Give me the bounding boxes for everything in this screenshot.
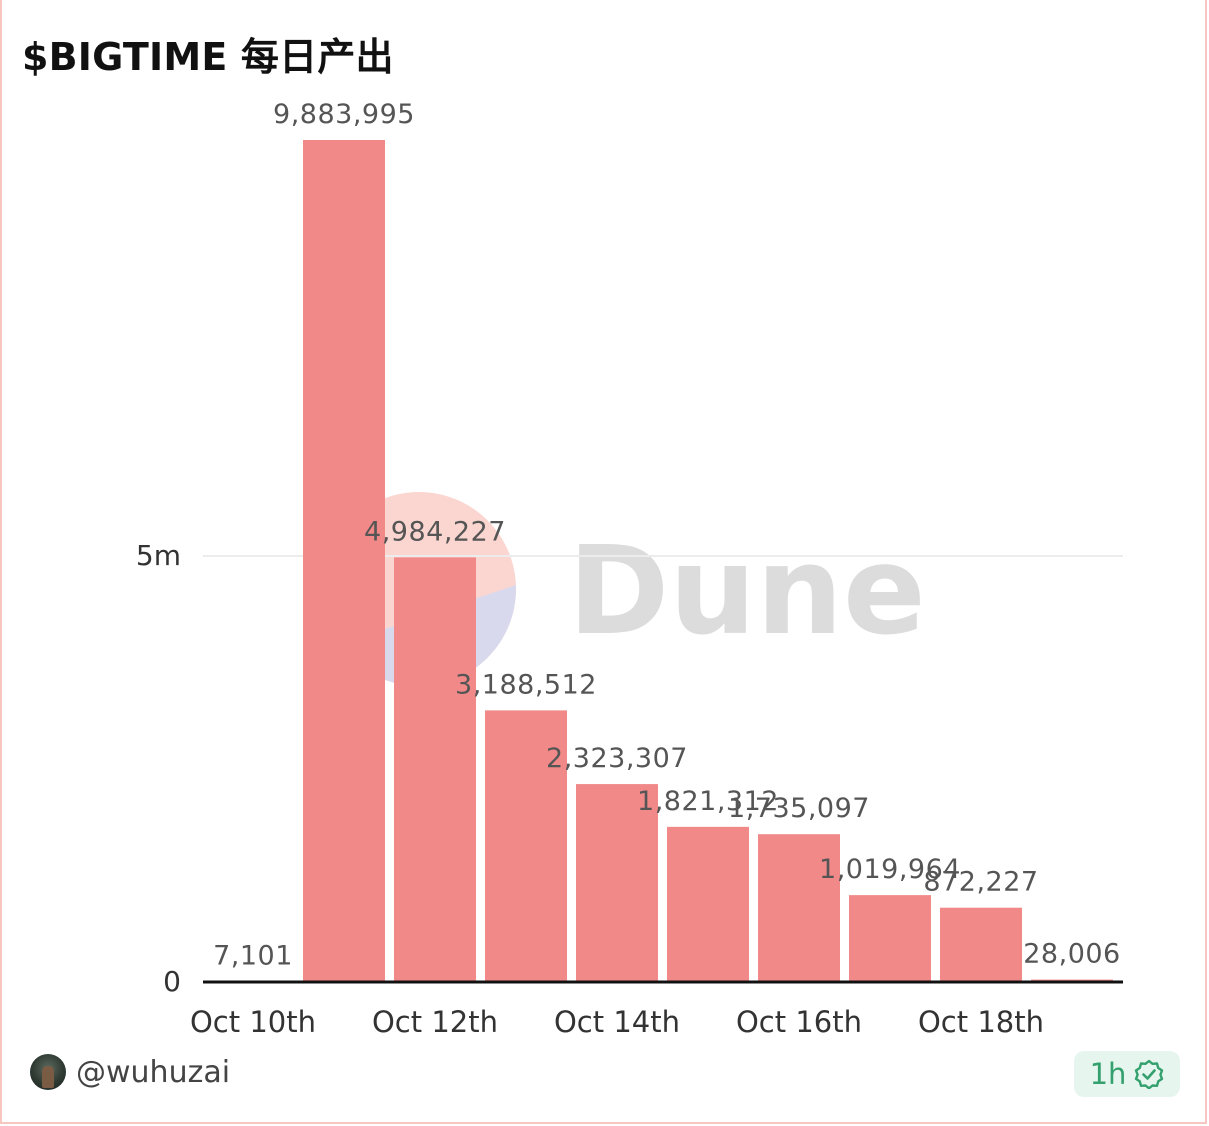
bar[interactable] xyxy=(394,557,476,982)
x-tick-label: Oct 16th xyxy=(736,1005,862,1039)
bar[interactable] xyxy=(667,826,749,982)
y-tick-label: 5m xyxy=(136,539,181,572)
x-tick-label: Oct 14th xyxy=(554,1005,680,1039)
data-label: 2,323,307 xyxy=(546,743,688,774)
data-label: 7,101 xyxy=(213,940,293,971)
data-label: 4,984,227 xyxy=(364,516,506,547)
verified-check-icon xyxy=(1135,1059,1164,1089)
bar[interactable] xyxy=(303,140,385,982)
x-tick-label: Oct 18th xyxy=(918,1005,1044,1039)
data-label: 872,227 xyxy=(923,867,1038,898)
x-tick-label: Oct 10th xyxy=(190,1005,316,1039)
data-label: 9,883,995 xyxy=(273,99,415,130)
data-label: 28,006 xyxy=(1023,939,1120,970)
dune-watermark-text: Dune xyxy=(568,520,926,662)
data-label: 1,019,964 xyxy=(819,854,961,885)
bar[interactable] xyxy=(576,784,658,982)
username[interactable]: @wuhuzai xyxy=(76,1054,231,1090)
chart-title: $BIGTIME 每日产出 xyxy=(22,35,394,79)
bar[interactable] xyxy=(849,895,931,982)
data-label: 3,188,512 xyxy=(455,669,597,700)
bar[interactable] xyxy=(940,907,1022,982)
data-label: 1,821,312 xyxy=(637,786,779,817)
bar[interactable] xyxy=(758,834,840,982)
refresh-badge-text: 1h xyxy=(1089,1057,1127,1091)
avatar[interactable] xyxy=(30,1054,66,1090)
y-tick-label: 0 xyxy=(163,965,181,998)
data-label: 1,735,097 xyxy=(728,793,870,824)
refresh-badge[interactable]: 1h xyxy=(1074,1051,1180,1097)
author-info[interactable]: @wuhuzai xyxy=(30,1054,230,1090)
bar[interactable] xyxy=(485,710,567,982)
x-tick-label: Oct 12th xyxy=(372,1005,498,1039)
